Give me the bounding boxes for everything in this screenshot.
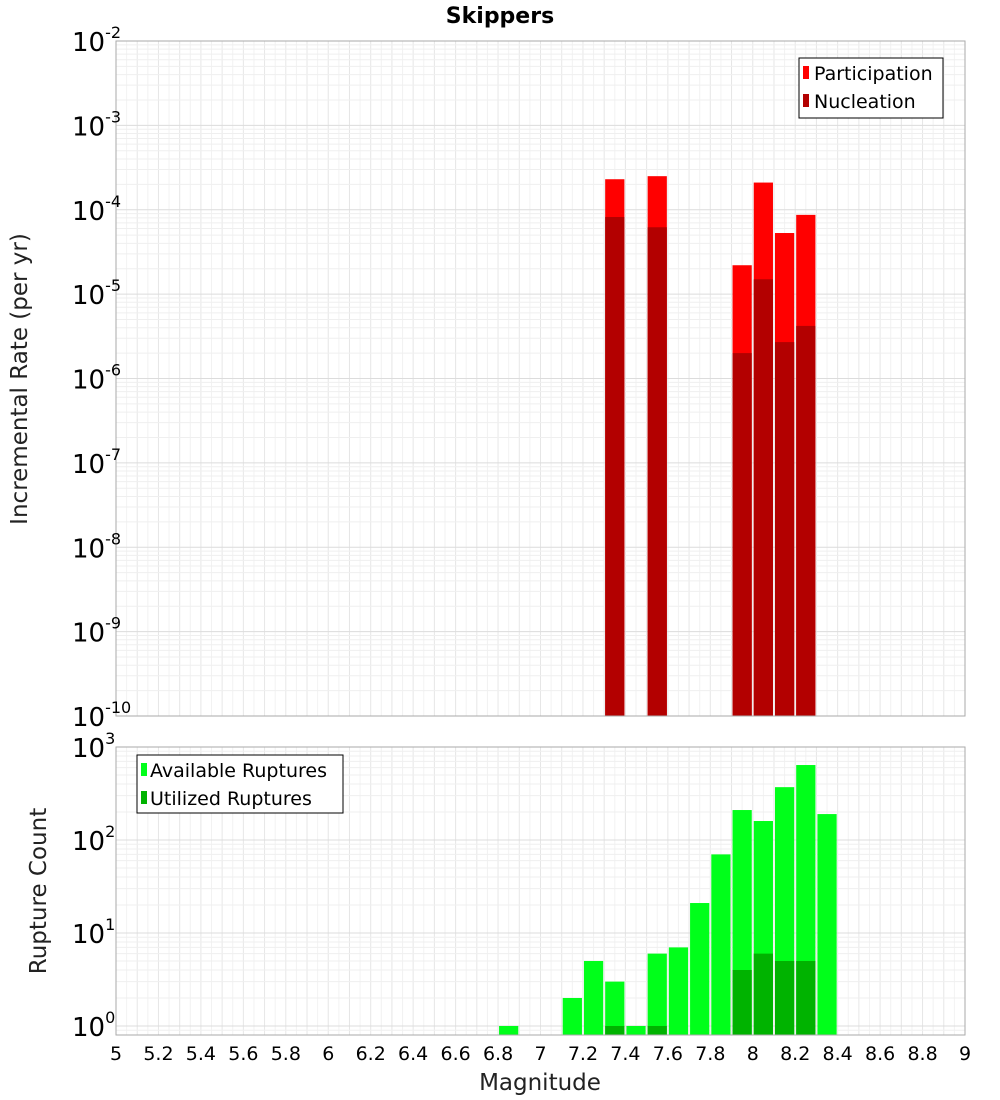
bar-utilized-ruptures bbox=[774, 960, 795, 1035]
y-tick-label: 10-5 bbox=[72, 276, 121, 311]
bar-nucleation bbox=[774, 342, 795, 716]
legend-label-utilized: Utilized Ruptures bbox=[150, 788, 312, 810]
legend-swatch-available bbox=[141, 763, 147, 776]
x-tick-label: 5.6 bbox=[228, 1043, 258, 1065]
bar-available-ruptures bbox=[668, 947, 689, 1035]
x-tick-label: 7 bbox=[534, 1043, 546, 1065]
bar-available-ruptures bbox=[605, 981, 625, 1035]
bar-available-ruptures bbox=[626, 1025, 646, 1035]
y-tick-label: 102 bbox=[72, 822, 115, 857]
top-legend-box bbox=[798, 57, 944, 119]
y-tick-label: 10-2 bbox=[72, 23, 121, 58]
bar-available-ruptures bbox=[817, 814, 837, 1035]
x-tick-label: 8.2 bbox=[780, 1043, 810, 1065]
bottom-legend-box bbox=[136, 754, 344, 814]
top-legend: Participation Nucleation bbox=[798, 57, 944, 119]
y-tick-label: 10-6 bbox=[72, 361, 121, 396]
x-tick-label: 7.8 bbox=[695, 1043, 725, 1065]
bar-utilized-ruptures bbox=[753, 953, 773, 1035]
top-panel: 10-2 10-3 10-4 10-5 10-6 10-7 10-8 10-9 10-10 In… bbox=[7, 23, 966, 733]
x-tick-label: 5 bbox=[110, 1043, 122, 1065]
legend-swatch-utilized bbox=[141, 791, 147, 804]
legend-label-participation: Participation bbox=[814, 63, 933, 85]
y-tick-label: 103 bbox=[72, 729, 115, 764]
y-tick-label: 10-4 bbox=[72, 192, 121, 227]
x-tick-label: 5.2 bbox=[143, 1043, 173, 1065]
x-tick-label: 6.8 bbox=[483, 1043, 513, 1065]
bar-utilized-ruptures bbox=[796, 960, 816, 1035]
x-tick-label: 6.4 bbox=[398, 1043, 428, 1065]
x-tick-label: 7.4 bbox=[610, 1043, 640, 1065]
bar-nucleation bbox=[647, 227, 667, 716]
y-tick-label: 10-10 bbox=[72, 698, 131, 733]
y-tick-label: 10-8 bbox=[72, 529, 121, 564]
bottom-panel: 103 102 101 100 5 5.2 5.4 5.6 5.8 6 6.2 6.4 6.6 6.8 7… bbox=[26, 729, 971, 1096]
chart-title: Skippers bbox=[446, 4, 554, 29]
top-y-ticks: 10-2 10-3 10-4 10-5 10-6 10-7 10-8 10-9 10-10 bbox=[72, 23, 131, 733]
x-ticks: 5 5.2 5.4 5.6 5.8 6 6.2 6.4 6.6 6.8 7 7.2 7.4 7.6 7.8 8… bbox=[110, 1043, 971, 1065]
x-tick-label: 5.8 bbox=[271, 1043, 301, 1065]
bar-nucleation bbox=[753, 279, 773, 716]
bar-available-ruptures bbox=[690, 903, 710, 1035]
bottom-bars bbox=[499, 765, 837, 1035]
x-axis-label: Magnitude bbox=[479, 1070, 601, 1096]
y-tick-label: 10-9 bbox=[72, 614, 121, 649]
x-tick-label: 9 bbox=[959, 1043, 971, 1065]
bar-available-ruptures bbox=[583, 960, 604, 1035]
bar-nucleation bbox=[796, 325, 816, 716]
y-tick-label: 10-3 bbox=[72, 107, 121, 142]
x-tick-label: 6.6 bbox=[440, 1043, 470, 1065]
bar-utilized-ruptures bbox=[647, 1025, 667, 1035]
bar-available-ruptures bbox=[562, 997, 582, 1035]
top-bars bbox=[605, 176, 816, 716]
bottom-y-ticks: 103 102 101 100 bbox=[72, 729, 115, 1043]
bar-utilized-ruptures bbox=[605, 1025, 625, 1035]
x-tick-label: 8.6 bbox=[865, 1043, 895, 1065]
bar-nucleation bbox=[605, 217, 625, 716]
top-plot-border bbox=[115, 40, 966, 717]
bottom-plot-border bbox=[115, 746, 966, 1036]
bar-nucleation bbox=[732, 353, 752, 716]
y-tick-label: 10-7 bbox=[72, 445, 121, 480]
bottom-y-axis-label: Rupture Count bbox=[26, 808, 52, 974]
x-tick-label: 8.4 bbox=[823, 1043, 853, 1065]
legend-label-nucleation: Nucleation bbox=[814, 91, 916, 113]
y-tick-label: 100 bbox=[72, 1008, 115, 1043]
x-tick-label: 8 bbox=[747, 1043, 759, 1065]
legend-swatch-participation bbox=[803, 66, 809, 79]
x-tick-label: 5.4 bbox=[186, 1043, 216, 1065]
x-tick-label: 7.2 bbox=[568, 1043, 598, 1065]
legend-swatch-nucleation bbox=[803, 94, 809, 107]
bar-available-ruptures bbox=[499, 1025, 519, 1035]
x-tick-label: 6.2 bbox=[356, 1043, 386, 1065]
bar-available-ruptures bbox=[711, 854, 731, 1035]
x-tick-label: 8.8 bbox=[907, 1043, 937, 1065]
top-grid bbox=[115, 40, 966, 717]
bottom-legend: Available Ruptures Utilized Ruptures bbox=[136, 754, 344, 814]
y-tick-label: 101 bbox=[72, 915, 115, 950]
bar-available-ruptures bbox=[647, 953, 667, 1035]
bar-utilized-ruptures bbox=[732, 969, 752, 1035]
top-y-axis-label: Incremental Rate (per yr) bbox=[7, 233, 33, 525]
legend-label-available: Available Ruptures bbox=[150, 760, 327, 782]
x-tick-label: 6 bbox=[322, 1043, 334, 1065]
x-tick-label: 7.6 bbox=[653, 1043, 683, 1065]
